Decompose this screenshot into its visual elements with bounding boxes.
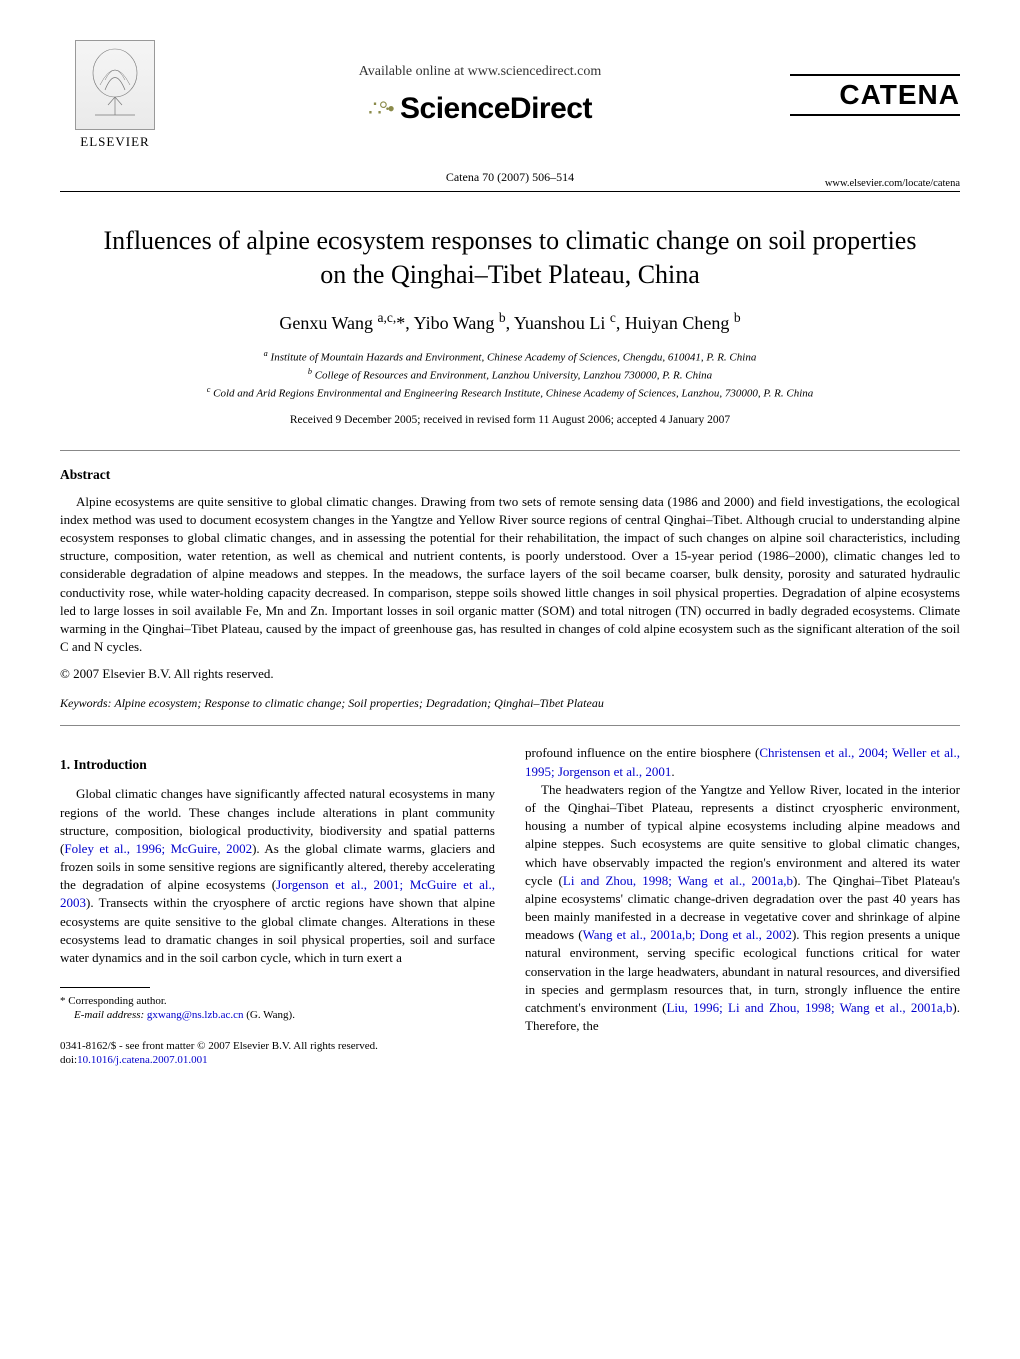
abstract-top-rule — [60, 450, 960, 451]
affiliation-a: a Institute of Mountain Hazards and Envi… — [60, 348, 960, 366]
catena-logo: CATENA — [790, 74, 960, 116]
copyright-line: © 2007 Elsevier B.V. All rights reserved… — [60, 666, 960, 682]
ref-link[interactable]: Liu, 1996; Li and Zhou, 1998; Wang et al… — [666, 1000, 952, 1015]
footer-publication-info: 0341-8162/$ - see front matter © 2007 El… — [60, 1039, 495, 1068]
doi-link[interactable]: 10.1016/j.catena.2007.01.001 — [77, 1054, 207, 1066]
right-paragraph-1: profound influence on the entire biosphe… — [525, 744, 960, 780]
abstract-heading: Abstract — [60, 467, 960, 483]
available-online-text: Available online at www.sciencedirect.co… — [170, 64, 790, 80]
ref-link[interactable]: Li and Zhou, 1998; Wang et al., 2001a,b — [563, 873, 793, 888]
affiliation-b: b College of Resources and Environment, … — [60, 366, 960, 384]
article-title: Influences of alpine ecosystem responses… — [100, 224, 920, 292]
ref-link[interactable]: Foley et al., 1996; McGuire, 2002 — [64, 841, 252, 856]
elsevier-text: ELSEVIER — [80, 134, 149, 150]
ref-link[interactable]: Wang et al., 2001a,b; Dong et al., 2002 — [583, 927, 792, 942]
affiliations: a Institute of Mountain Hazards and Envi… — [60, 348, 960, 402]
author-email[interactable]: gxwang@ns.lzb.ac.cn — [147, 1009, 244, 1021]
left-column: 1. Introduction Global climatic changes … — [60, 744, 495, 1067]
abstract-bottom-rule — [60, 725, 960, 726]
header-row: ELSEVIER Available online at www.science… — [60, 40, 960, 150]
corresponding-author-footnote: * Corresponding author. E-mail address: … — [60, 994, 495, 1023]
keywords-values: Alpine ecosystem; Response to climatic c… — [114, 696, 603, 710]
footnote-separator — [60, 987, 150, 988]
sciencedirect-icon: ∴°∙• — [368, 96, 392, 122]
introduction-heading: 1. Introduction — [60, 756, 495, 775]
elsevier-tree-icon — [75, 40, 155, 130]
keywords-label: Keywords: — [60, 696, 112, 710]
abstract-text: Alpine ecosystems are quite sensitive to… — [60, 493, 960, 657]
article-dates: Received 9 December 2005; received in re… — [60, 414, 960, 426]
keywords-line: Keywords: Alpine ecosystem; Response to … — [60, 696, 960, 711]
author-list: Genxu Wang a,c,*, Yibo Wang b, Yuanshou … — [60, 310, 960, 334]
sciencedirect-text: ScienceDirect — [400, 92, 592, 126]
right-column: profound influence on the entire biosphe… — [525, 744, 960, 1067]
issn-copyright: 0341-8162/$ - see front matter © 2007 El… — [60, 1039, 495, 1053]
intro-paragraph-1: Global climatic changes have significant… — [60, 785, 495, 967]
right-paragraph-2: The headwaters region of the Yangtze and… — [525, 781, 960, 1036]
elsevier-logo: ELSEVIER — [60, 40, 170, 150]
affiliation-c: c Cold and Arid Regions Environmental an… — [60, 384, 960, 402]
corresponding-marker: * Corresponding author. — [60, 994, 495, 1008]
doi-line: doi:10.1016/j.catena.2007.01.001 — [60, 1053, 495, 1067]
body-columns: 1. Introduction Global climatic changes … — [60, 744, 960, 1067]
header-rule — [60, 191, 960, 192]
catena-text: CATENA — [790, 74, 960, 116]
center-header: Available online at www.sciencedirect.co… — [170, 64, 790, 126]
sciencedirect-logo: ∴°∙• ScienceDirect — [170, 92, 790, 126]
email-line: E-mail address: gxwang@ns.lzb.ac.cn (G. … — [74, 1008, 495, 1022]
